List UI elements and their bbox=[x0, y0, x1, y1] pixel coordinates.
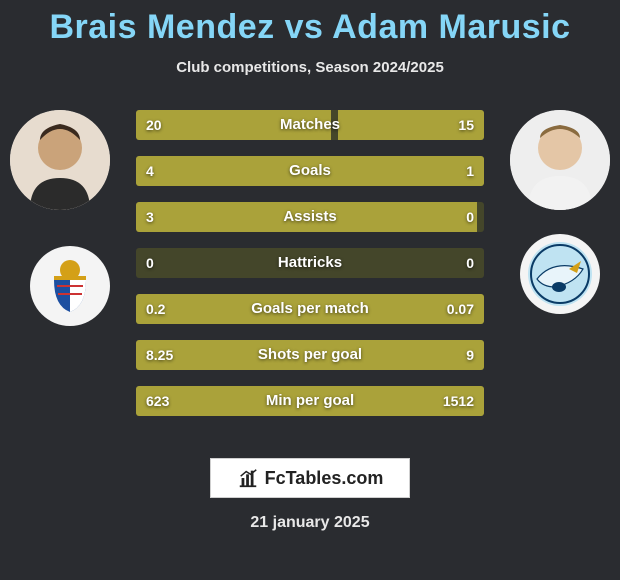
stat-label: Hattricks bbox=[136, 248, 484, 278]
stat-bars: 2015Matches 41Goals 30Assists 00Hattricks 0.… bbox=[136, 110, 484, 432]
stat-row: 0.20.07Goals per match bbox=[136, 294, 484, 324]
player2-avatar bbox=[510, 110, 610, 210]
stat-label: Matches bbox=[136, 110, 484, 140]
bar-chart-icon bbox=[237, 467, 259, 489]
stat-row: 00Hattricks bbox=[136, 248, 484, 278]
player1-club-logo bbox=[30, 246, 110, 326]
stat-row: 30Assists bbox=[136, 202, 484, 232]
date-label: 21 january 2025 bbox=[0, 514, 620, 532]
stat-row: 41Goals bbox=[136, 156, 484, 186]
subtitle: Club competitions, Season 2024/2025 bbox=[0, 59, 620, 76]
person-icon bbox=[510, 110, 610, 210]
stat-row: 8.259Shots per goal bbox=[136, 340, 484, 370]
title-player2: Adam Marusic bbox=[332, 8, 570, 46]
brand-badge: FcTables.com bbox=[210, 458, 410, 498]
stat-label: Min per goal bbox=[136, 386, 484, 416]
title-player1: Brais Mendez bbox=[49, 8, 274, 46]
stat-label: Shots per goal bbox=[136, 340, 484, 370]
club-crest-icon bbox=[525, 239, 595, 309]
stat-label: Goals bbox=[136, 156, 484, 186]
person-icon bbox=[10, 110, 110, 210]
player2-club-logo bbox=[520, 234, 600, 314]
brand-text: FcTables.com bbox=[265, 468, 384, 489]
stat-row: 6231512Min per goal bbox=[136, 386, 484, 416]
title-vs: vs bbox=[285, 8, 324, 46]
page-title: Brais Mendez vs Adam Marusic bbox=[0, 0, 620, 47]
stat-label: Goals per match bbox=[136, 294, 484, 324]
comparison-area: 2015Matches 41Goals 30Assists 00Hattricks 0.… bbox=[0, 110, 620, 440]
stat-label: Assists bbox=[136, 202, 484, 232]
club-crest-icon bbox=[40, 256, 100, 316]
stat-row: 2015Matches bbox=[136, 110, 484, 140]
player1-avatar bbox=[10, 110, 110, 210]
